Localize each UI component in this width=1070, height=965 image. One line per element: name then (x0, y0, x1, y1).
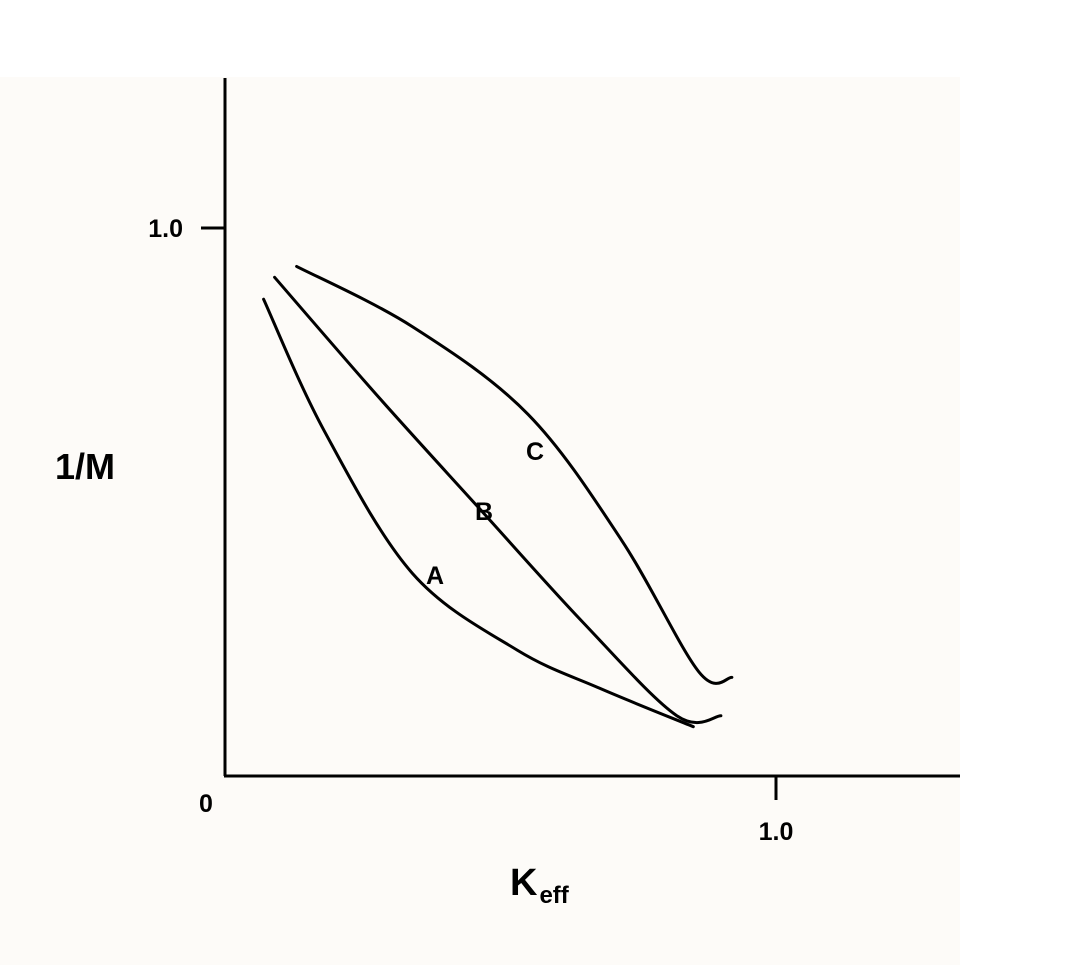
y-tick-label: 1.0 (148, 215, 183, 243)
plot-background (0, 77, 960, 965)
series-label-a: A (426, 562, 444, 590)
x-axis-title-sub: eff (539, 882, 569, 909)
series-label-c: C (526, 438, 544, 466)
series-label-b: B (475, 498, 493, 526)
curves (262, 264, 734, 729)
x-tick-label: 1.0 (759, 818, 794, 846)
y-axis-title: 1/M (55, 446, 115, 487)
origin-label: 0 (199, 790, 213, 818)
curve-b (273, 275, 723, 725)
x-axis-title-main: K (510, 862, 538, 904)
axes (201, 78, 960, 800)
curve-c (295, 264, 734, 685)
x-axis-title: Keff (510, 862, 570, 909)
curve-a (262, 297, 695, 729)
